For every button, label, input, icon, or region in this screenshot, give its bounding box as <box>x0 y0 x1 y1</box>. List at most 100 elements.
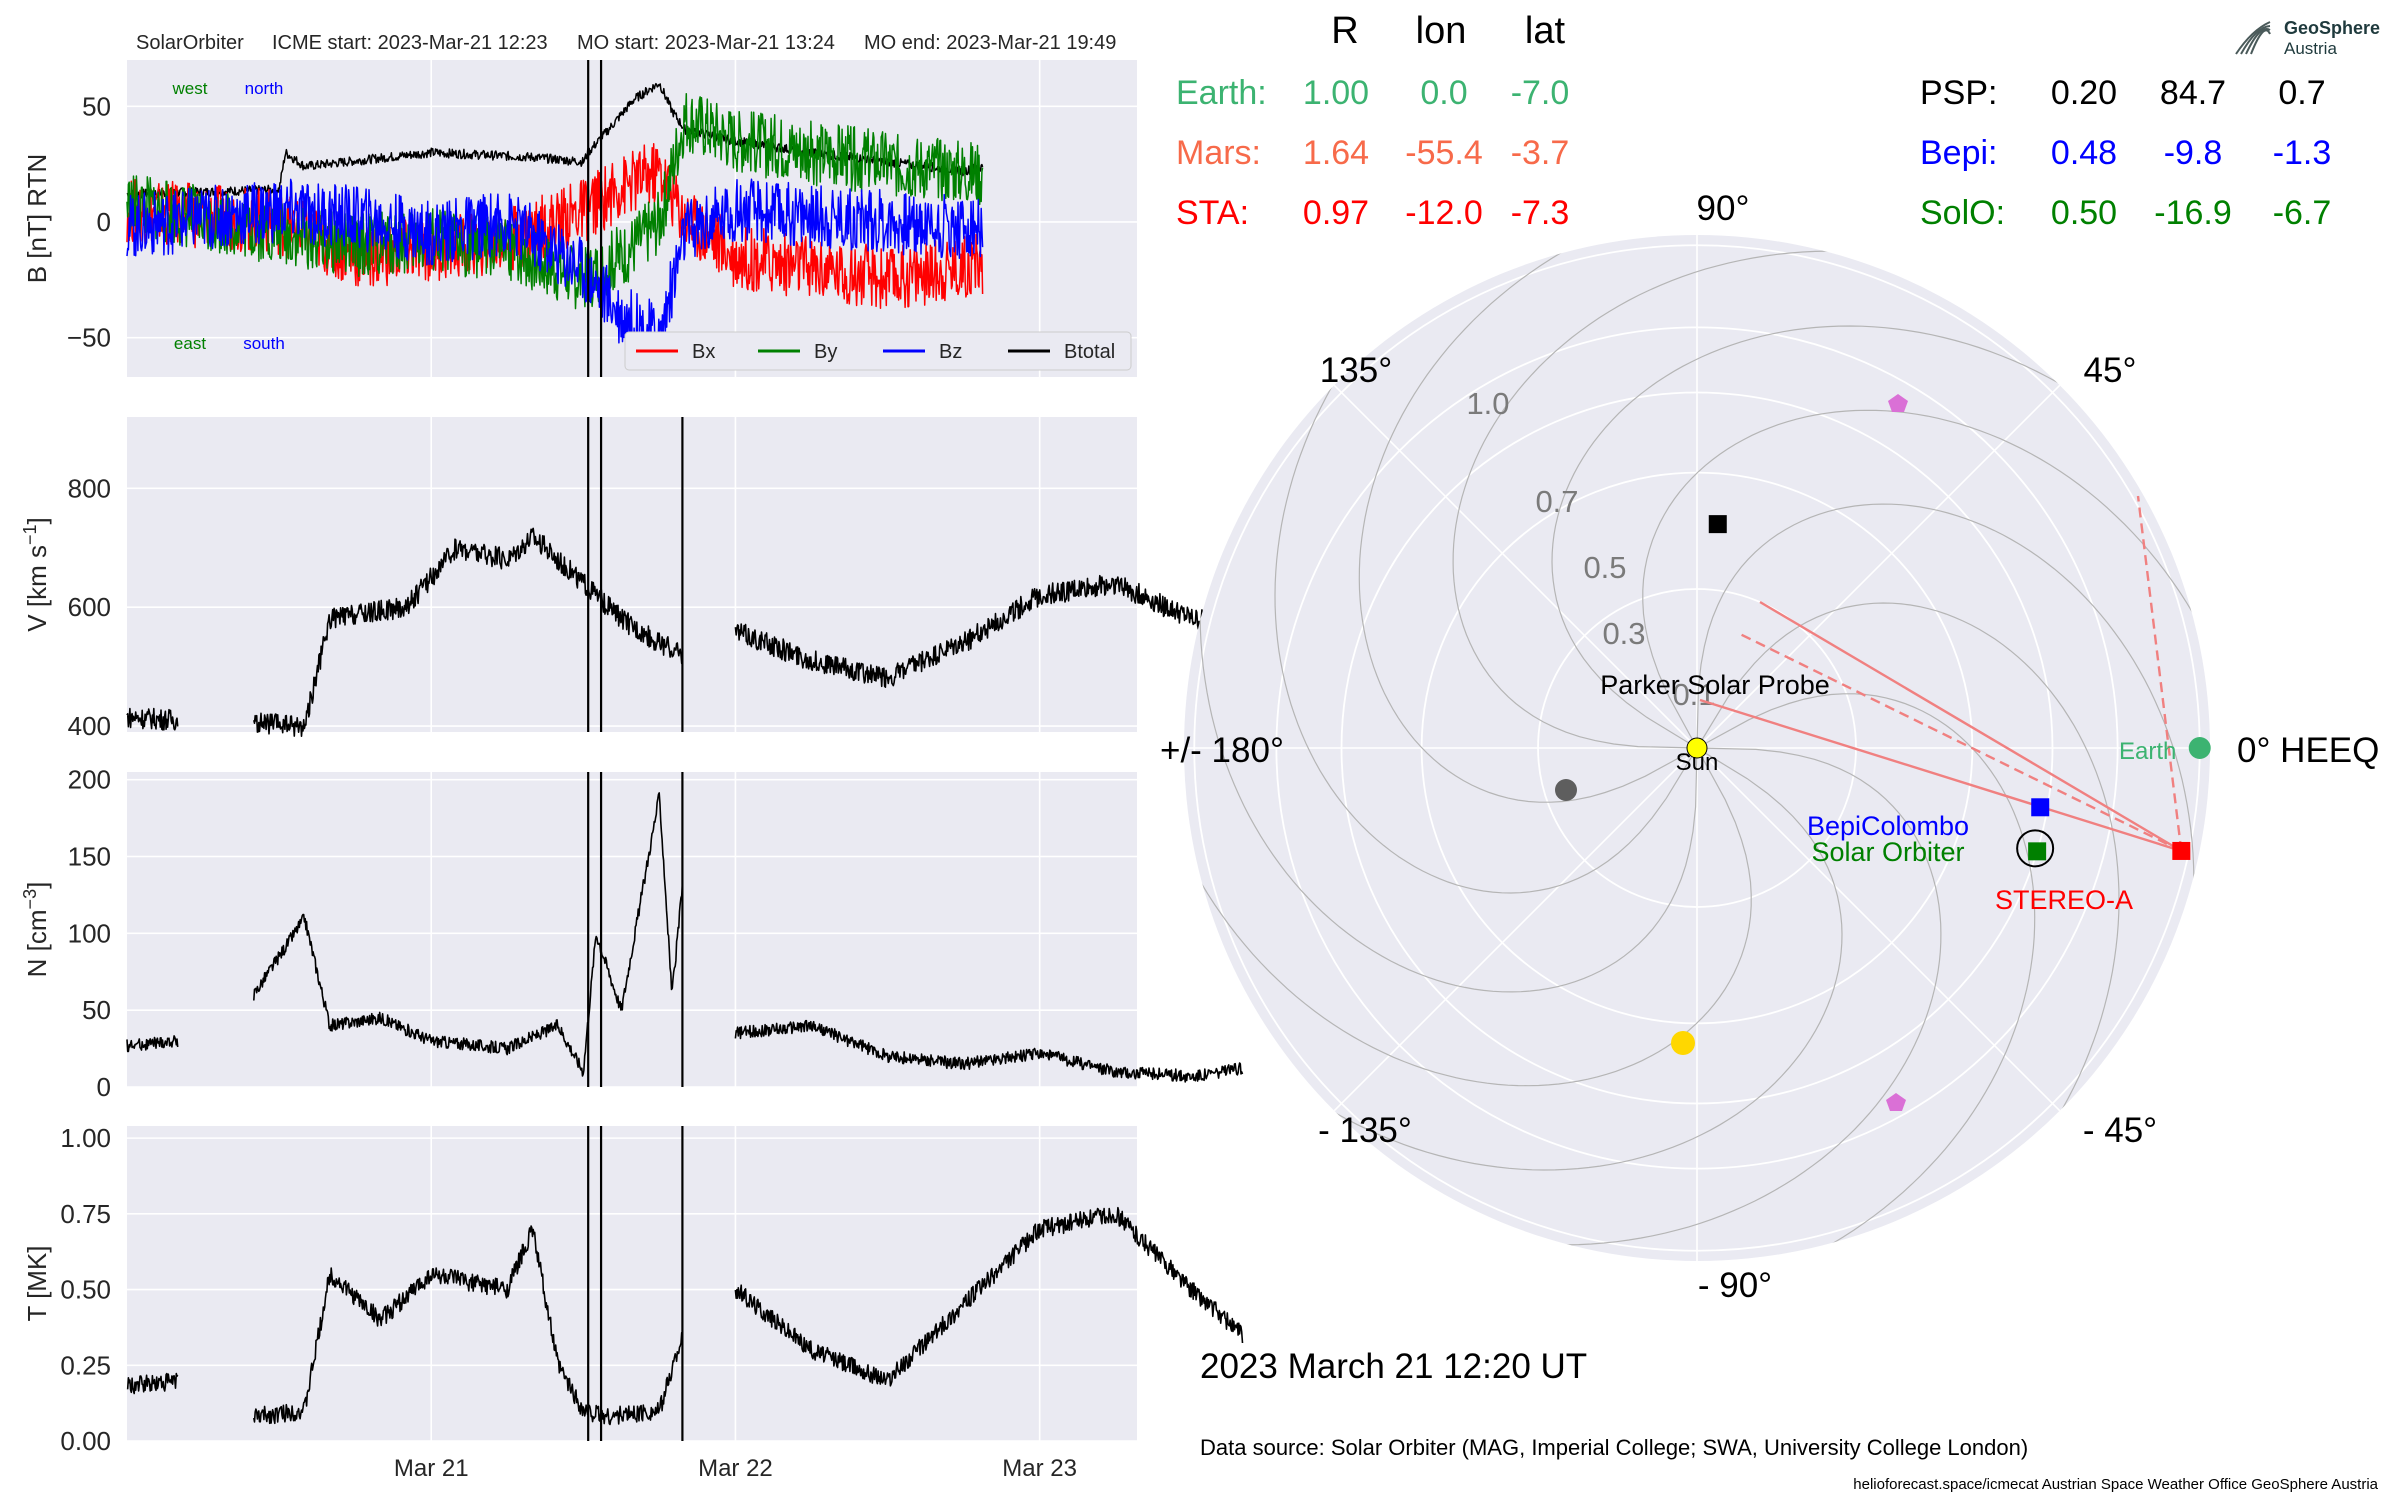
spiral-line <box>1642 409 2210 749</box>
spiral-line <box>1199 565 1698 993</box>
y-tick-label: 1.00 <box>60 1123 111 1153</box>
point-label: Sun <box>1676 749 1719 776</box>
angle-label: 90° <box>1697 189 1750 228</box>
parker-spirals <box>1184 235 2210 1261</box>
y-tick-label: 50 <box>82 91 111 121</box>
table-cell-r: 0.97 <box>1303 194 1369 232</box>
legend: Bx By Bz Btotal <box>624 331 1132 371</box>
logo-text: GeoSphere <box>2284 18 2380 38</box>
legend-entry: Bx <box>692 341 715 363</box>
radial-tick-label: 1.0 <box>1466 386 1509 421</box>
y-axis-label: V [km s−1] <box>20 517 52 631</box>
angular-gridline <box>1696 747 2061 1112</box>
solar-orbiter-marker <box>2028 842 2047 861</box>
radial-tick-label: 0.7 <box>1535 484 1578 519</box>
series-line-by <box>126 92 984 310</box>
legend-entry: Bz <box>939 341 962 363</box>
angular-gridline <box>1696 384 2061 749</box>
series-line-bz <box>126 178 984 366</box>
series-line <box>126 1035 179 1053</box>
table-cell-lat: -7.3 <box>1511 194 1570 232</box>
spiral-line <box>1696 602 2120 1155</box>
spiral-line <box>1274 341 1698 894</box>
series-line <box>734 1019 1244 1083</box>
angular-gridline <box>1333 747 1698 1112</box>
y-axis-label: N [cm−3] <box>20 882 52 978</box>
stereo-a-marker <box>2172 841 2191 860</box>
credits: helioforecast.space/icmecat Austrian Spa… <box>1853 1476 2378 1493</box>
angle-label: 135° <box>1320 351 1392 390</box>
table-cell-lat: 0.7 <box>2278 74 2325 112</box>
jupiter-marker <box>1886 1093 1906 1111</box>
x-tick-label: Mar 23 <box>1002 1455 1077 1482</box>
parker-solar-probe-marker <box>1708 515 1727 534</box>
angle-label: - 45° <box>2083 1111 2157 1150</box>
y-tick-label: 400 <box>68 711 111 741</box>
bepicolombo-marker <box>2031 798 2050 817</box>
solo-ring <box>2016 829 2055 868</box>
mo-end-label: MO end: 2023-Mar-21 19:49 <box>864 32 1116 54</box>
annotation-south: south <box>243 334 285 353</box>
speed-panel: 400 600 800 V [km s−1] <box>20 417 1244 741</box>
series-line <box>253 1225 684 1426</box>
spiral-line <box>1452 250 1880 749</box>
spacecraft-name: SolarOrbiter <box>136 32 244 54</box>
spiral-line <box>1696 503 2195 931</box>
table-row-name: SolO: <box>1920 194 2005 232</box>
plot-background <box>127 772 1137 1087</box>
radial-tick-label: 0.5 <box>1583 550 1626 585</box>
point-label: Parker Solar Probe <box>1600 670 1830 700</box>
plot-background <box>127 417 1137 732</box>
table-cell-lon: -12.0 <box>1405 194 1483 232</box>
table-cell-lon: 0.0 <box>1420 74 1467 112</box>
table-cell-r: 0.50 <box>2051 194 2117 232</box>
table-cell-lat: -1.3 <box>2273 134 2332 172</box>
y-tick-label: 200 <box>68 765 111 795</box>
annotation-west: west <box>172 79 208 98</box>
table-row-name: Earth: <box>1176 74 1267 112</box>
table-row-name: Bepi: <box>1920 134 1998 172</box>
angle-label: 45° <box>2084 351 2137 390</box>
temperature-panel: 0.00 0.25 0.50 0.75 1.00 T [MK] Mar 21 Mar 22 Ma… <box>22 1123 1244 1482</box>
table-cell-lon: -16.9 <box>2154 194 2232 232</box>
y-tick-label: 0 <box>97 207 111 237</box>
x-tick-label: Mar 22 <box>698 1455 773 1482</box>
spiral-line <box>1696 693 2036 1261</box>
y-tick-label: 100 <box>68 918 111 948</box>
table-row-name: STA: <box>1176 194 1249 232</box>
x-tick-label: Mar 21 <box>394 1455 469 1482</box>
table-cell-lat: -6.7 <box>2273 194 2332 232</box>
table-row-name: Mars: <box>1176 134 1261 172</box>
y-tick-label: 800 <box>68 473 111 503</box>
series-line <box>734 574 1244 688</box>
plot-background <box>127 1126 1137 1441</box>
stereo-fov-line <box>1699 698 2182 853</box>
logo-mark <box>2240 25 2271 55</box>
sun-marker <box>1686 737 1708 759</box>
y-tick-label: 150 <box>68 842 111 872</box>
stereo-fov-line <box>1759 600 2182 852</box>
angle-label: +/- 180° <box>1160 731 1284 770</box>
spiral-line <box>1184 747 1752 1087</box>
jupiter-marker <box>1888 394 1908 412</box>
icme-start-label: ICME start: 2023-Mar-21 12:23 <box>272 32 548 54</box>
point-label: BepiColombo <box>1807 811 1969 841</box>
y-axis-label: B [nT] RTN <box>22 154 52 284</box>
y-tick-label: 0.50 <box>60 1275 111 1305</box>
logo-subtext: Austria <box>2284 39 2337 58</box>
angle-label: 0° HEEQ <box>2237 731 2379 770</box>
series-line <box>253 792 684 1077</box>
y-tick-label: 50 <box>82 995 111 1025</box>
series-line <box>126 1372 179 1395</box>
table-cell-lon: -55.4 <box>1405 134 1483 172</box>
annotation-east: east <box>174 334 206 353</box>
y-tick-label: 600 <box>68 592 111 622</box>
series-line <box>126 707 179 731</box>
y-tick-label: 0.25 <box>60 1350 111 1380</box>
table-header-lon: lon <box>1416 10 1467 52</box>
density-panel: 0 50 100 150 200 N [cm−3] <box>20 765 1244 1102</box>
legend-frame <box>624 331 1132 371</box>
mercury-marker <box>1555 779 1577 801</box>
